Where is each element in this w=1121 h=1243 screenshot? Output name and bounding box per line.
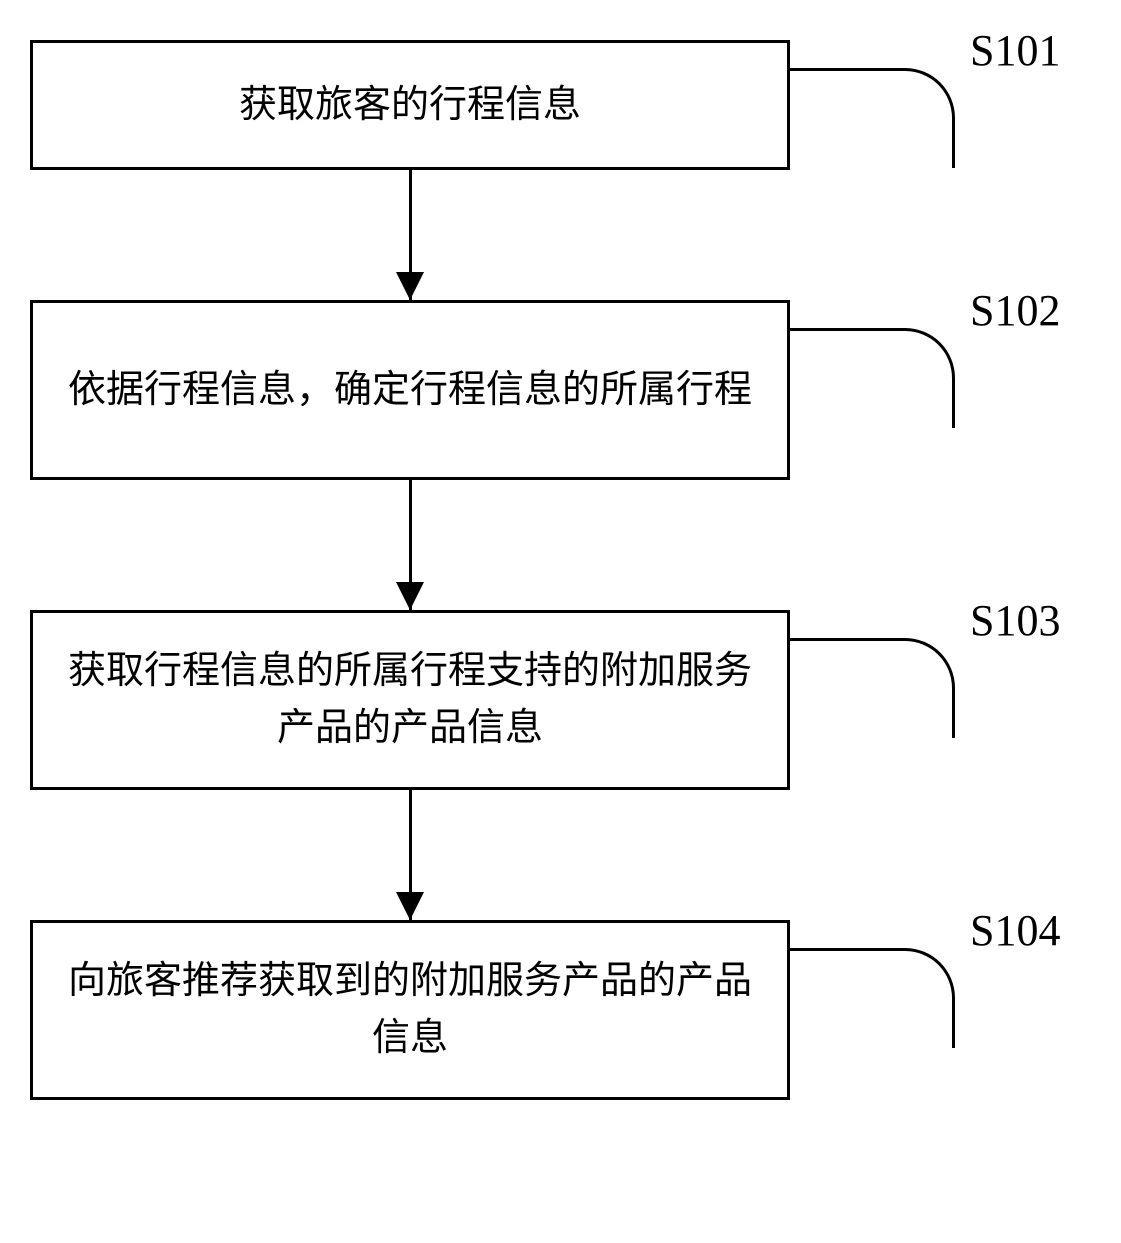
step-row-s101: 获取旅客的行程信息 S101 — [30, 40, 1091, 170]
step-row-s102: 依据行程信息，确定行程信息的所属行程 S102 — [30, 300, 1091, 480]
step-box-s104: 向旅客推荐获取到的附加服务产品的产品信息 — [30, 920, 790, 1100]
step-text-s101: 获取旅客的行程信息 — [239, 77, 581, 134]
connector-s103 — [790, 638, 955, 738]
connector-s102 — [790, 328, 955, 428]
step-box-s102: 依据行程信息，确定行程信息的所属行程 — [30, 300, 790, 480]
step-label-s101: S101 — [970, 25, 1060, 76]
arrow-head-icon — [396, 892, 424, 920]
step-box-s101: 获取旅客的行程信息 — [30, 40, 790, 170]
step-label-s103: S103 — [970, 595, 1060, 646]
arrow-head-icon — [396, 272, 424, 300]
arrow-s101-s102 — [30, 170, 790, 300]
step-row-s104: 向旅客推荐获取到的附加服务产品的产品信息 S104 — [30, 920, 1091, 1100]
connector-s104 — [790, 948, 955, 1048]
step-row-s103: 获取行程信息的所属行程支持的附加服务产品的产品信息 S103 — [30, 610, 1091, 790]
step-text-s104: 向旅客推荐获取到的附加服务产品的产品信息 — [63, 953, 757, 1067]
flowchart-diagram: 获取旅客的行程信息 S101 依据行程信息，确定行程信息的所属行程 S102 获… — [30, 40, 1091, 1100]
step-label-s104: S104 — [970, 905, 1060, 956]
step-text-s103: 获取行程信息的所属行程支持的附加服务产品的产品信息 — [63, 643, 757, 757]
step-box-s103: 获取行程信息的所属行程支持的附加服务产品的产品信息 — [30, 610, 790, 790]
arrow-head-icon — [396, 582, 424, 610]
arrow-s103-s104 — [30, 790, 790, 920]
connector-s101 — [790, 68, 955, 168]
arrow-s102-s103 — [30, 480, 790, 610]
step-text-s102: 依据行程信息，确定行程信息的所属行程 — [68, 362, 752, 419]
step-label-s102: S102 — [970, 285, 1060, 336]
